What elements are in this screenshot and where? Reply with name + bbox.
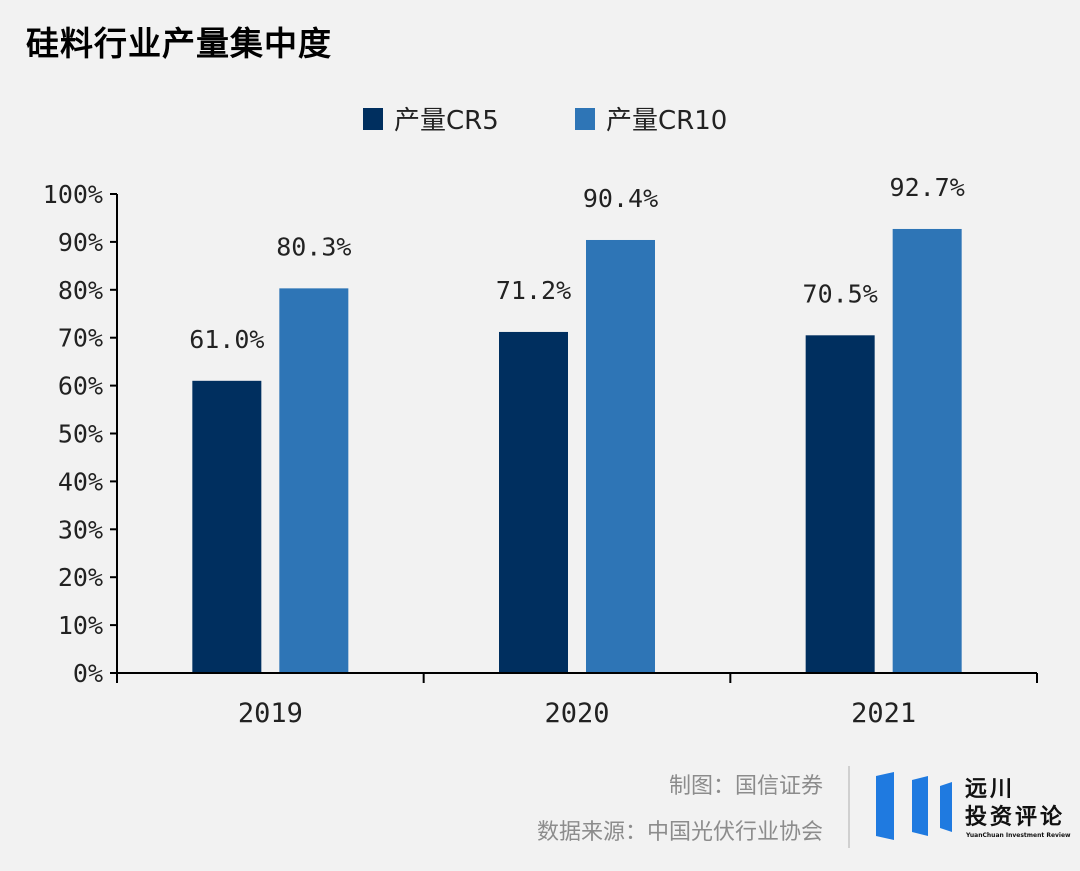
footer-divider bbox=[848, 766, 850, 848]
data-label: 90.4% bbox=[583, 184, 658, 213]
bars bbox=[192, 228, 962, 674]
bar bbox=[279, 288, 349, 673]
bar bbox=[805, 335, 875, 673]
y-tick-label: 50% bbox=[58, 420, 103, 449]
bar bbox=[892, 228, 962, 674]
data-label: 61.0% bbox=[189, 325, 264, 354]
yuanchuan-logo-icon bbox=[876, 772, 952, 840]
legend-swatch bbox=[363, 108, 383, 130]
y-tick-label: 10% bbox=[58, 611, 103, 640]
chart-credit: 制图：国信证券 bbox=[668, 774, 823, 799]
legend-swatch bbox=[575, 108, 595, 130]
data-source: 数据来源：中国光伏行业协会 bbox=[536, 820, 823, 845]
y-tick-label: 80% bbox=[58, 276, 103, 305]
bar-chart: 产量CR5 产量CR10 0% 10% 20% 30% 40% 50% 60% 70% 80% 90… bbox=[43, 106, 1038, 729]
x-tick-label: 2021 bbox=[851, 698, 916, 729]
bar bbox=[586, 239, 655, 673]
data-label: 71.2% bbox=[496, 276, 571, 305]
data-label: 92.7% bbox=[890, 173, 965, 202]
legend-label: 产量CR10 bbox=[606, 106, 727, 136]
y-tick-label: 70% bbox=[58, 324, 103, 353]
y-tick-label: 20% bbox=[58, 563, 103, 592]
x-axis: 2019 2020 2021 bbox=[116, 672, 1038, 729]
logo-name-line1: 远川 bbox=[965, 777, 1016, 802]
y-tick-label: 100% bbox=[43, 180, 103, 209]
bar bbox=[192, 380, 262, 673]
y-tick-label: 90% bbox=[58, 228, 103, 257]
y-tick-label: 40% bbox=[58, 467, 103, 496]
x-tick-label: 2019 bbox=[238, 698, 303, 729]
data-label: 80.3% bbox=[276, 232, 351, 261]
chart-legend: 产量CR5 产量CR10 bbox=[363, 106, 727, 136]
logo-english-name: YuanChuan Investment Review bbox=[966, 832, 1071, 839]
logo-name-line2: 投资评论 bbox=[965, 805, 1066, 830]
page-title: 硅料行业产量集中度 bbox=[26, 24, 332, 63]
data-labels: 61.0% 80.3% 71.2% 90.4% 70.5% 92.7% bbox=[189, 173, 965, 354]
legend-label: 产量CR5 bbox=[394, 106, 499, 136]
bar bbox=[499, 331, 568, 673]
data-label: 70.5% bbox=[803, 279, 878, 308]
y-axis: 0% 10% 20% 30% 40% 50% 60% 70% 80% 90% 100% bbox=[43, 180, 118, 688]
y-tick-label: 0% bbox=[73, 659, 103, 688]
y-tick-label: 30% bbox=[58, 515, 103, 544]
y-tick-label: 60% bbox=[58, 372, 103, 401]
x-tick-label: 2020 bbox=[544, 698, 609, 729]
